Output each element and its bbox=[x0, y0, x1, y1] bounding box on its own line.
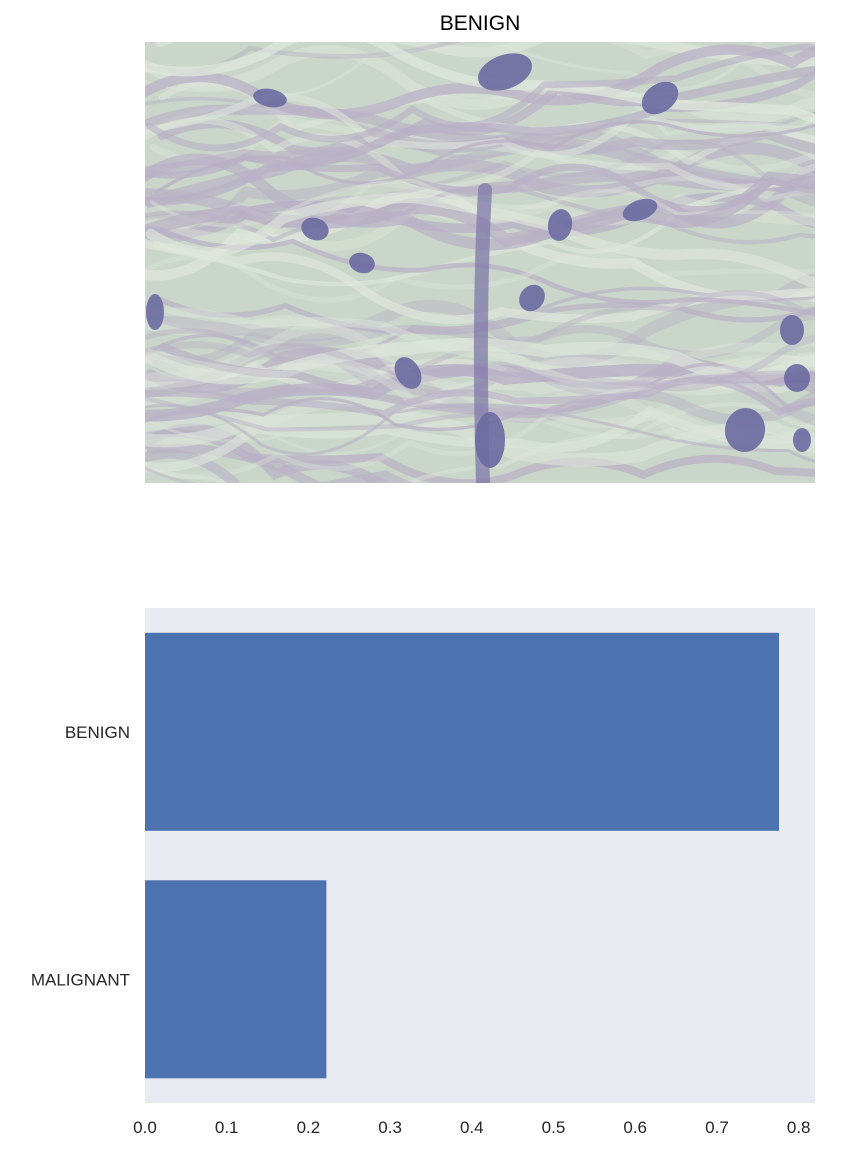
bar-malignant bbox=[145, 880, 327, 1079]
x-tick-label: 0.2 bbox=[297, 1118, 321, 1137]
x-tick-label: 0.1 bbox=[215, 1118, 239, 1137]
x-tick-label: 0.0 bbox=[133, 1118, 157, 1137]
y-tick-label-benign: BENIGN bbox=[65, 723, 130, 742]
x-tick-label: 0.6 bbox=[623, 1118, 647, 1137]
x-tick-label: 0.4 bbox=[460, 1118, 484, 1137]
x-tick-label: 0.7 bbox=[705, 1118, 729, 1137]
x-tick-label: 0.3 bbox=[378, 1118, 402, 1137]
bar-benign bbox=[145, 632, 779, 831]
bar-chart: BENIGN MALIGNANT 0.0 0.1 0.2 0.3 0.4 0.5 0.6 0.7… bbox=[31, 608, 815, 1137]
y-tick-label-malignant: MALIGNANT bbox=[31, 970, 130, 989]
x-tick-label: 0.8 bbox=[787, 1118, 811, 1137]
tissue-image bbox=[145, 42, 815, 483]
image-title: BENIGN bbox=[440, 12, 521, 35]
x-tick-label: 0.5 bbox=[542, 1118, 566, 1137]
